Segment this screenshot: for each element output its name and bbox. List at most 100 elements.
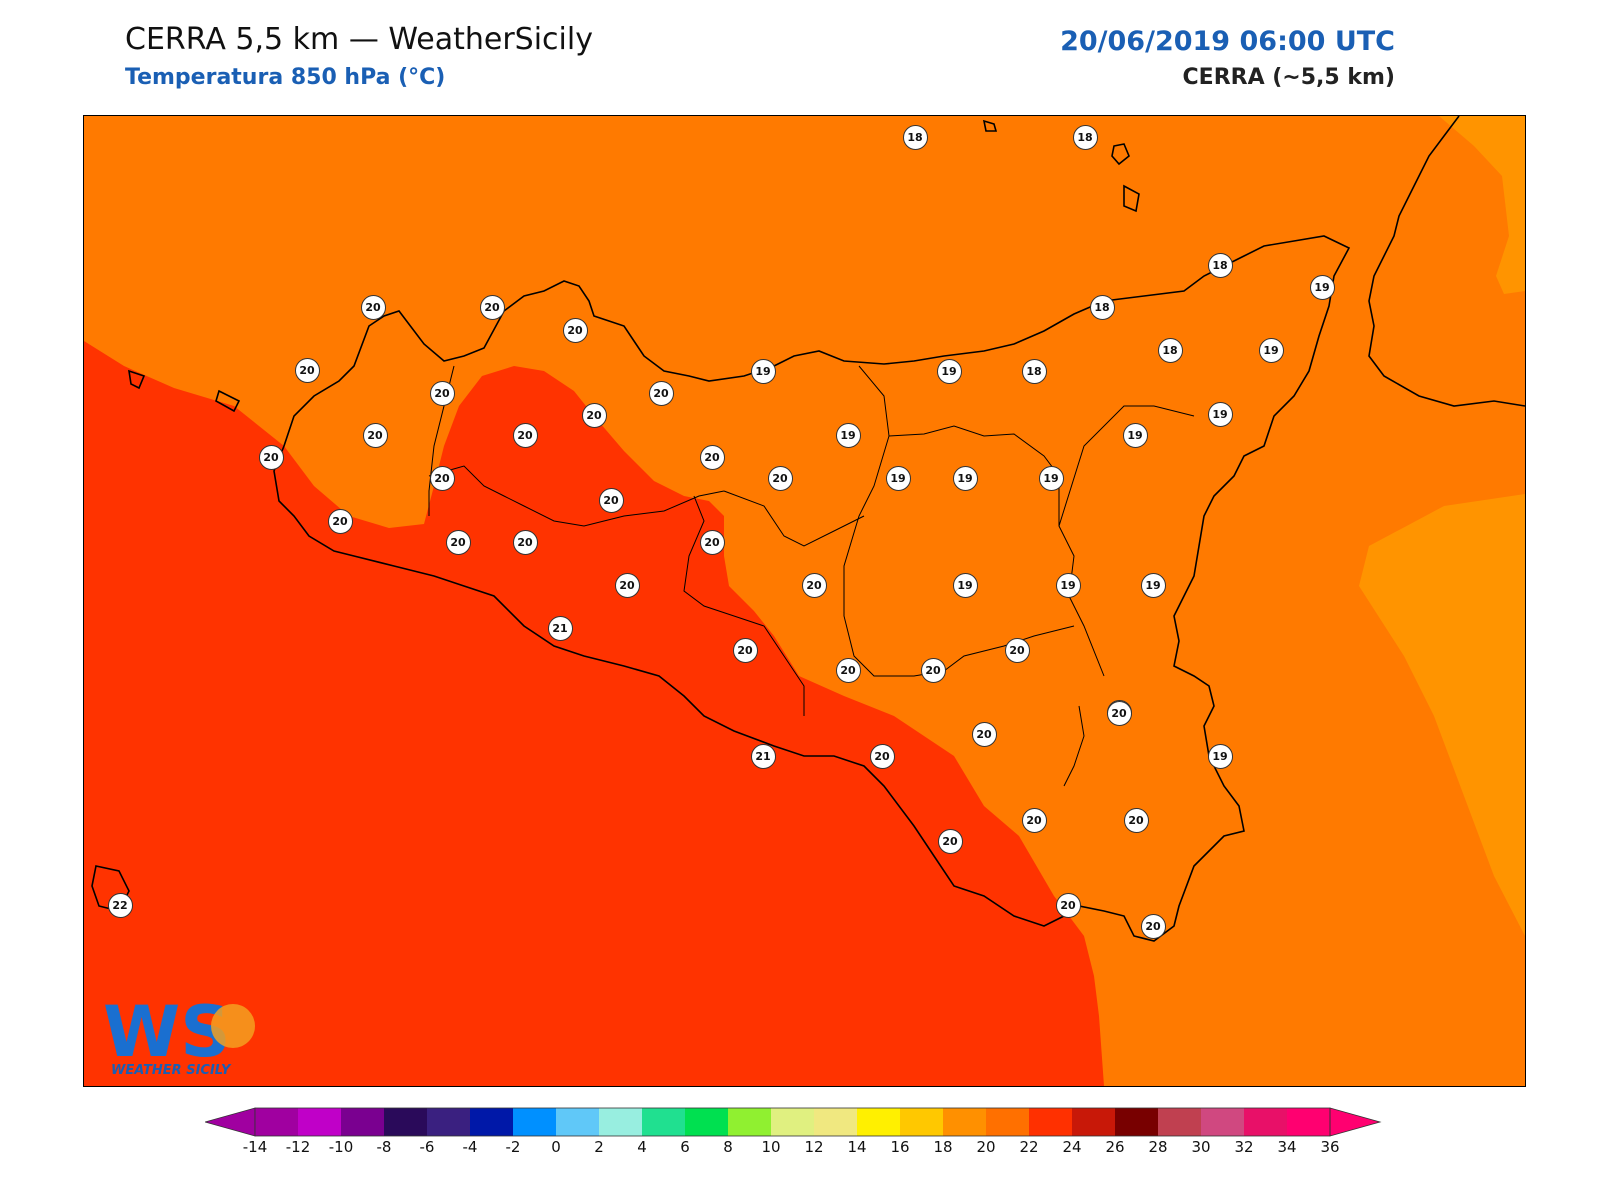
colorbar-segment [814, 1108, 857, 1136]
calabria-coast [1368, 116, 1525, 407]
station-value: 22 [107, 892, 133, 918]
station-value: 20 [1106, 700, 1132, 726]
station-value: 20 [294, 357, 320, 383]
field-16-18-e [1359, 494, 1525, 936]
station-value: 19 [1309, 274, 1335, 300]
colorbar [203, 1105, 1405, 1143]
colorbar-segment [384, 1108, 427, 1136]
colorbar-tick: 18 [933, 1138, 953, 1156]
colorbar-tick: 36 [1320, 1138, 1340, 1156]
map-datetime: 20/06/2019 06:00 UTC [1060, 26, 1395, 57]
station-value: 20 [1140, 913, 1166, 939]
station-value: 20 [1123, 807, 1149, 833]
colorbar-tick: -8 [376, 1138, 392, 1156]
station-value: 20 [648, 380, 674, 406]
colorbar-tick: 22 [1019, 1138, 1039, 1156]
station-value: 20 [512, 422, 538, 448]
colorbar-segment [728, 1108, 771, 1136]
station-value: 20 [699, 529, 725, 555]
station-value: 19 [1038, 465, 1064, 491]
station-value: 20 [581, 402, 607, 428]
logo-text: WEATHER SICILY [111, 1063, 231, 1078]
colorbar-segment [1115, 1108, 1158, 1136]
station-value: 20 [429, 380, 455, 406]
colorbar-segment [1287, 1108, 1330, 1136]
station-value: 18 [1072, 124, 1098, 150]
colorbar-tick: 12 [804, 1138, 824, 1156]
station-value: 20 [869, 743, 895, 769]
colorbar-tick: 20 [976, 1138, 996, 1156]
colorbar-tick: -12 [285, 1138, 311, 1156]
station-value: 19 [1258, 337, 1284, 363]
sicily-coast [273, 235, 1351, 942]
map-subtitle: Temperatura 850 hPa (°C) [125, 65, 446, 90]
island-egadi-2 [215, 389, 241, 413]
station-value: 20 [512, 529, 538, 555]
colorbar-segment [1244, 1108, 1287, 1136]
island-lipari-1 [1111, 143, 1130, 166]
station-value: 20 [1021, 807, 1047, 833]
colorbar-tick: -10 [328, 1138, 354, 1156]
station-value: 19 [1055, 572, 1081, 598]
colorbar-segment [943, 1108, 986, 1136]
station-value: 20 [971, 721, 997, 747]
colorbar-segment [900, 1108, 943, 1136]
colorbar-tick: 2 [594, 1138, 604, 1156]
colorbar-tick: -2 [505, 1138, 521, 1156]
station-value: 20 [920, 657, 946, 683]
colorbar-segment [599, 1108, 642, 1136]
colorbar-tick: 30 [1191, 1138, 1211, 1156]
station-value: 20 [562, 317, 588, 343]
colorbar-tick: 14 [847, 1138, 867, 1156]
temperature-map: 18 18 18 19 18 18 19 20 20 20 20 20 20 19 19 18 20 20 20 19… [83, 115, 1526, 1087]
colorbar-segment [513, 1108, 556, 1136]
colorbar-tick: 8 [723, 1138, 733, 1156]
colorbar-tick: 4 [637, 1138, 647, 1156]
station-value: 20 [614, 572, 640, 598]
station-value: 20 [479, 294, 505, 320]
colorbar-tick: 26 [1105, 1138, 1125, 1156]
station-value: 20 [937, 828, 963, 854]
colorbar-tick: 34 [1277, 1138, 1297, 1156]
station-value: 20 [801, 572, 827, 598]
station-value: 18 [1207, 252, 1233, 278]
station-value: 20 [360, 294, 386, 320]
station-value: 21 [547, 615, 573, 641]
station-value: 18 [1089, 294, 1115, 320]
station-value: 20 [699, 444, 725, 470]
colorbar-segment [341, 1108, 384, 1136]
colorbar-segment [470, 1108, 513, 1136]
colorbar-under-arrow [203, 1107, 256, 1137]
station-value: 20 [835, 657, 861, 683]
map-field [84, 116, 1525, 1086]
colorbar-tick: 0 [551, 1138, 561, 1156]
colorbar-segment [427, 1108, 470, 1136]
station-value: 19 [835, 422, 861, 448]
island-egadi-1 [128, 369, 146, 390]
colorbar-segment [1072, 1108, 1115, 1136]
station-value: 19 [1207, 401, 1233, 427]
model-label: CERRA (~5,5 km) [1182, 65, 1395, 90]
station-value: 19 [1122, 422, 1148, 448]
station-value: 20 [1055, 892, 1081, 918]
colorbar-tick: 24 [1062, 1138, 1082, 1156]
colorbar-over-arrow [1329, 1107, 1382, 1137]
station-value: 18 [902, 124, 928, 150]
station-value: 19 [750, 358, 776, 384]
colorbar-segment [1158, 1108, 1201, 1136]
colorbar-tick: 32 [1234, 1138, 1254, 1156]
colorbar-segment [1201, 1108, 1244, 1136]
colorbar-tick: 6 [680, 1138, 690, 1156]
colorbar-segment [298, 1108, 341, 1136]
weathersicily-logo: WS [98, 986, 258, 1076]
station-value: 20 [598, 487, 624, 513]
station-value: 20 [327, 508, 353, 534]
colorbar-segment [986, 1108, 1029, 1136]
province-borders [428, 365, 1195, 787]
colorbar-tick: -6 [419, 1138, 435, 1156]
station-value: 19 [936, 358, 962, 384]
station-value: 20 [732, 637, 758, 663]
map-title: CERRA 5,5 km — WeatherSicily [125, 22, 593, 57]
station-value: 20 [767, 465, 793, 491]
colorbar-segment [771, 1108, 814, 1136]
